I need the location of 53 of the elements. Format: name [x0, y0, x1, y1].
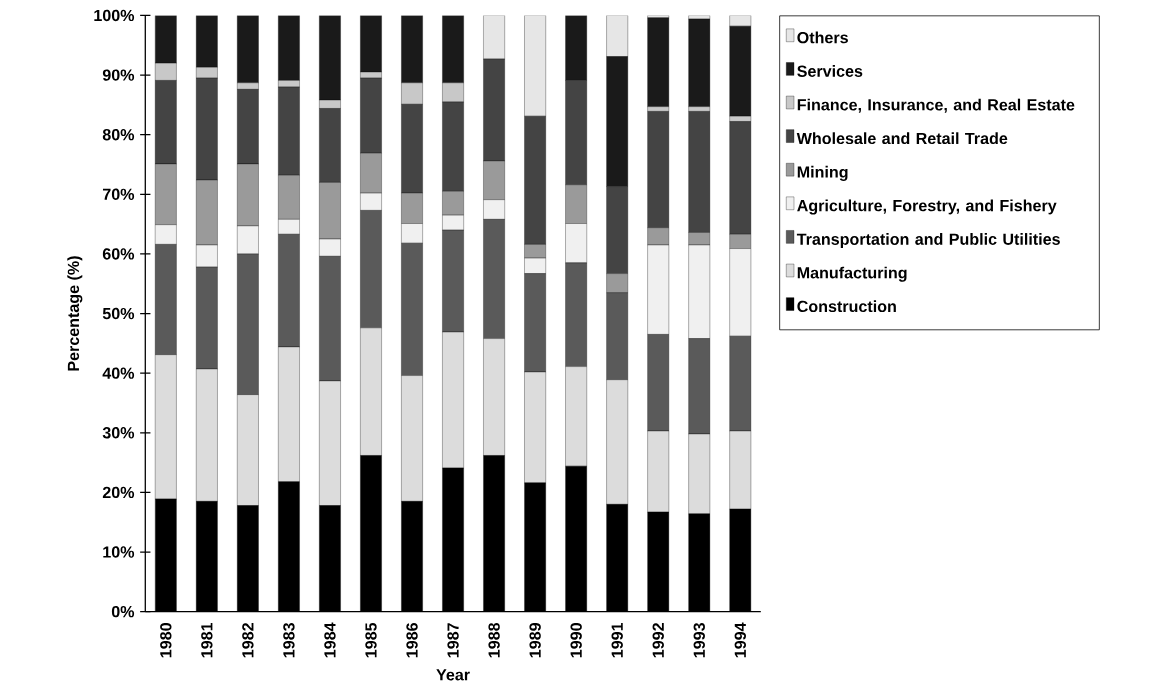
bar: [442, 15, 464, 83]
x-tick-label: 1988: [488, 622, 500, 657]
legend-label: Construction: [797, 300, 896, 312]
legend-label: Wholesale and Retail Trade: [796, 132, 1008, 144]
x-tick-label: 1992: [652, 622, 664, 657]
y-tick-label: 90%: [102, 69, 135, 81]
x-tick-label: 1987: [447, 622, 459, 657]
bar: [155, 15, 177, 64]
x-tick-label: 1985: [365, 622, 377, 657]
bar: [237, 15, 259, 83]
bar: [196, 15, 218, 68]
y-tick-label: 100%: [94, 9, 135, 21]
x-tick-label: 1991: [611, 622, 623, 657]
x-tick-label: 1981: [201, 622, 213, 657]
bar: [688, 18, 711, 107]
bar: [360, 15, 382, 73]
bar: [278, 15, 300, 81]
bar: [729, 25, 752, 117]
bar: [524, 15, 546, 117]
bar: [606, 15, 628, 57]
y-tick-label: 80%: [102, 128, 135, 141]
x-tick-label: 1984: [324, 622, 336, 657]
x-tick-label: 1982: [242, 622, 254, 657]
y-tick-label: 60%: [102, 248, 135, 260]
bar: [647, 17, 669, 107]
x-tick-label: 1983: [283, 622, 295, 657]
bar: [606, 56, 628, 187]
x-tick-label: 1980: [160, 622, 172, 657]
y-tick-label: 30%: [102, 426, 135, 439]
legend-label: Others: [797, 31, 848, 44]
bar: [401, 15, 423, 83]
y-tick-label: 10%: [103, 546, 135, 558]
legend-label: Mining: [797, 165, 848, 181]
x-tick-label: 1994: [734, 622, 746, 657]
x-axis-title: Year: [436, 668, 470, 681]
x-tick-label: 1989: [529, 622, 541, 657]
bar: [319, 15, 341, 101]
y-tick-label: 50%: [102, 307, 135, 320]
x-tick-label: 1990: [570, 622, 582, 657]
y-axis-title: Percentage (%): [67, 255, 83, 371]
bar: [483, 15, 505, 59]
x-tick-label: 1993: [693, 622, 705, 657]
y-tick-label: 70%: [102, 188, 135, 200]
legend-label: Transportation and Public Utilities: [796, 232, 1060, 248]
legend-label: Manufacturing: [797, 266, 907, 282]
legend-label: Services: [797, 64, 863, 77]
y-tick-label: 40%: [102, 367, 135, 379]
y-tick-label: 20%: [102, 486, 135, 498]
legend-label: Finance, Insurance, and Real Estate: [797, 98, 1075, 113]
y-tick-label: 0%: [111, 605, 135, 618]
legend-label: Agriculture, Forestry, and Fishery: [797, 199, 1057, 215]
x-tick-label: 1986: [406, 622, 418, 657]
bar: [565, 15, 587, 81]
